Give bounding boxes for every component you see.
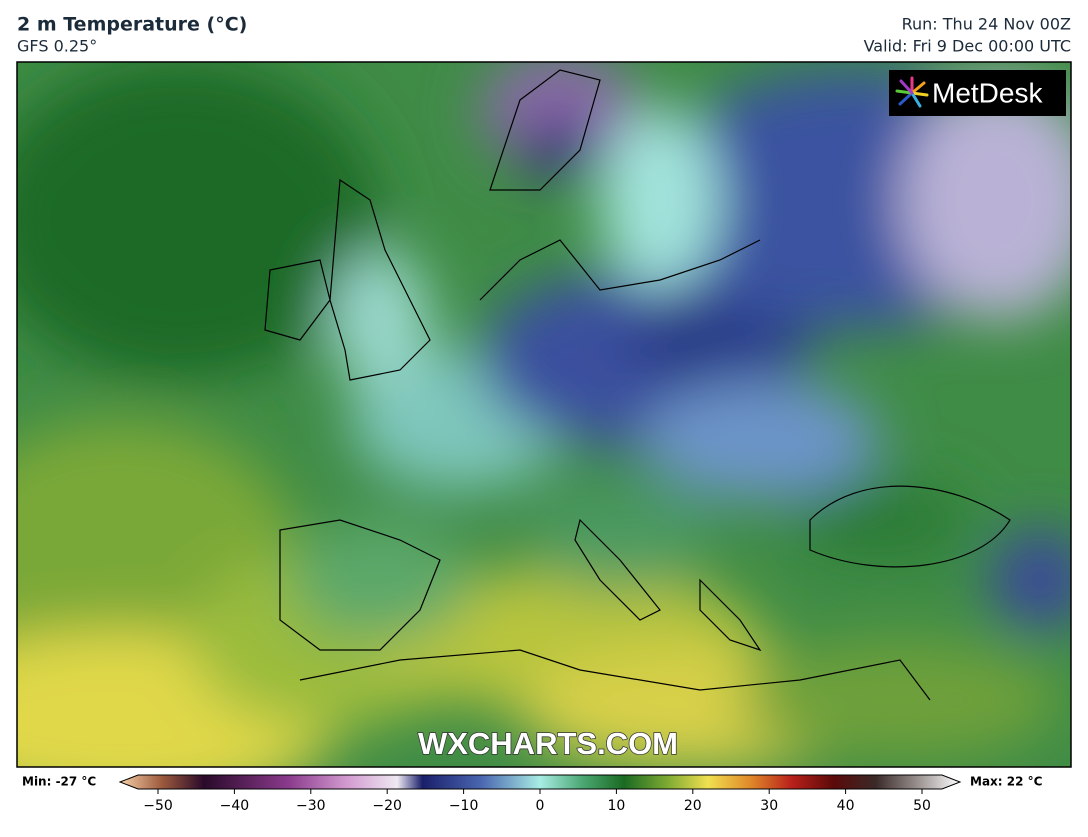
colorbar-tick-label: −20 xyxy=(372,798,402,814)
colorbar-tick-label: 10 xyxy=(607,798,625,814)
watermark: WXCHARTS.COM xyxy=(418,726,678,761)
colorbar-tick-label: 30 xyxy=(760,798,778,814)
max-label: Max: 22 °C xyxy=(970,775,1043,789)
model-label: GFS 0.25° xyxy=(17,37,97,56)
colorbar-tick-label: −30 xyxy=(296,798,326,814)
logo-text: MetDesk xyxy=(932,77,1043,108)
run-label: Run: Thu 24 Nov 00Z xyxy=(902,15,1071,34)
logo-icon xyxy=(895,76,929,108)
valid-label: Valid: Fri 9 Dec 00:00 UTC xyxy=(864,37,1071,56)
title: 2 m Temperature (°C) xyxy=(17,14,247,36)
colorbar-tick-label: −50 xyxy=(143,798,173,814)
min-label: Min: -27 °C xyxy=(22,775,96,789)
coastlines xyxy=(264,69,1011,701)
colorbar-tick-label: 50 xyxy=(913,798,931,814)
colorbar-tick-label: −10 xyxy=(449,798,479,814)
colorbar-tick-label: 40 xyxy=(837,798,855,814)
colorbar-tick-label: 0 xyxy=(536,798,545,814)
colorbar-tick-label: −40 xyxy=(220,798,250,814)
colorbar-tick-label: 20 xyxy=(684,798,702,814)
colorbar xyxy=(118,774,962,790)
temperature-field xyxy=(17,62,1071,767)
map-frame xyxy=(16,61,1072,768)
